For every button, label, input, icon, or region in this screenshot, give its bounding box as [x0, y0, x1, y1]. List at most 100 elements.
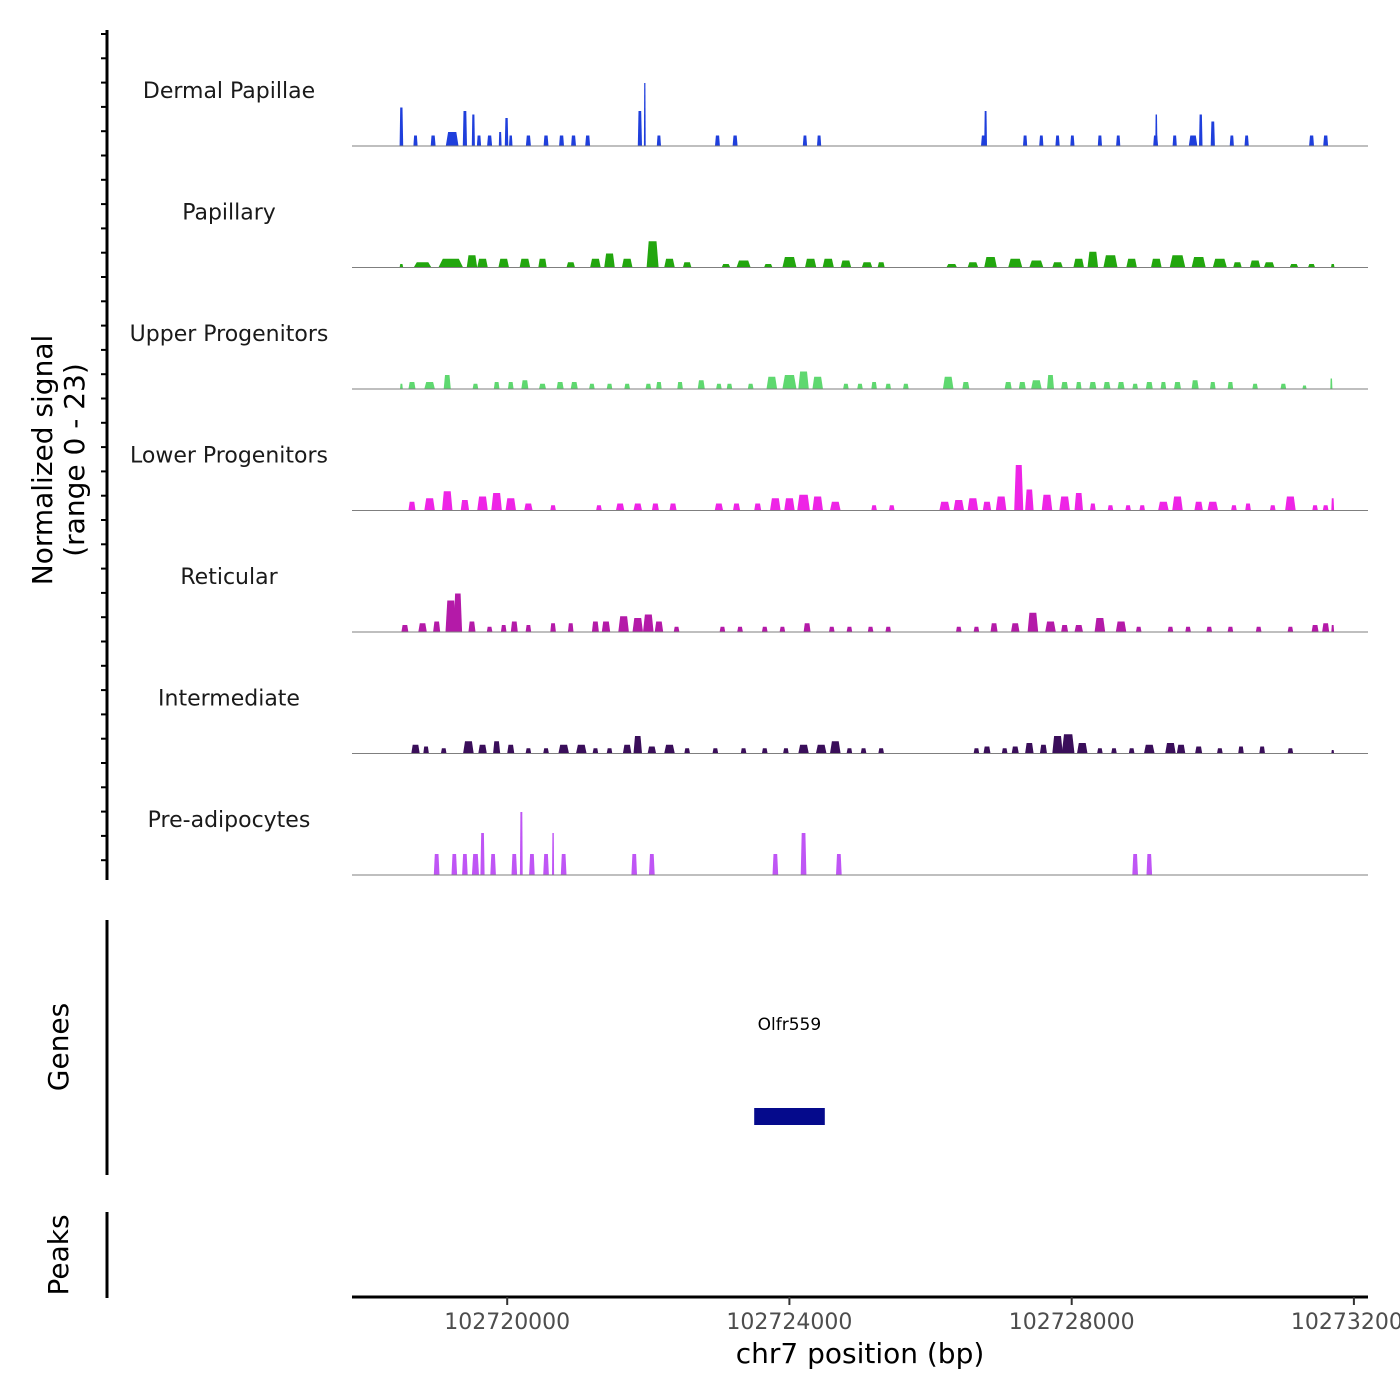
coverage-peak	[798, 371, 809, 389]
coverage-peak	[585, 135, 591, 146]
coverage-peak	[1094, 618, 1106, 632]
coverage-peak	[1155, 114, 1158, 146]
coverage-track-label: Lower Progenitors	[130, 444, 328, 469]
coverage-peak	[1111, 748, 1117, 754]
coverage-peak	[712, 748, 719, 754]
coverage-peak	[1191, 257, 1206, 268]
coverage-peak	[846, 748, 853, 754]
coverage-peak	[559, 135, 564, 146]
coverage-track: Intermediate	[158, 687, 1368, 754]
coverage-peak	[812, 376, 823, 389]
coverage-peak	[721, 264, 731, 268]
coverage-peak	[1025, 489, 1034, 511]
coverage-peak	[615, 503, 625, 511]
coverage-peak	[645, 383, 652, 389]
coverage-peak	[604, 253, 615, 268]
coverage-peak	[498, 132, 502, 146]
coverage-peak	[1158, 501, 1169, 511]
coverage-track-label: Reticular	[180, 565, 278, 590]
coverage-peak	[1115, 621, 1127, 632]
coverage-peak	[984, 111, 987, 146]
coverage-peak	[591, 621, 599, 632]
coverage-peak	[830, 741, 841, 754]
coverage-peak	[1212, 258, 1227, 268]
coverage-track: Lower Progenitors	[130, 444, 1368, 511]
coverage-peak	[413, 135, 418, 146]
coverage-peak	[1117, 382, 1125, 389]
coverage-peak	[1059, 496, 1070, 511]
coverage-peak	[556, 382, 564, 389]
coverage-peak	[967, 498, 979, 511]
coverage-peak	[487, 135, 493, 146]
coverage-peak	[1287, 626, 1294, 632]
coverage-peak	[1126, 258, 1137, 268]
coverage-track: Pre-adipocytes	[148, 808, 1368, 876]
coverage-peak	[1185, 626, 1191, 632]
coverage-peak	[664, 258, 675, 268]
coverage-peak	[500, 625, 507, 632]
coverage-peak	[408, 382, 416, 389]
coverage-ylabel-line2: (range 0 - 23)	[58, 363, 91, 557]
coverage-peak	[462, 854, 468, 875]
coverage-peak	[643, 614, 654, 632]
coverage-peak	[418, 623, 427, 632]
coverage-peak	[983, 746, 991, 754]
coverage-peak	[682, 262, 692, 268]
coverage-peak	[1107, 505, 1114, 511]
x-tick-label: 102732000	[1291, 1310, 1400, 1335]
coverage-peak	[1252, 383, 1258, 389]
coverage-peak	[477, 496, 488, 511]
coverage-peak	[649, 854, 655, 875]
coverage-peak	[1135, 626, 1142, 632]
coverage-peak	[1331, 498, 1335, 511]
coverage-peak	[800, 833, 807, 875]
coverage-track-label: Intermediate	[158, 687, 300, 712]
coverage-peak	[962, 382, 970, 389]
coverage-peak	[633, 736, 642, 754]
coverage-peak	[1128, 748, 1135, 754]
coverage-peak	[1103, 382, 1111, 389]
coverage-peak	[885, 383, 891, 389]
coverage-peak	[1075, 382, 1082, 389]
coverage-peak	[589, 383, 595, 389]
coverage-peak	[1061, 625, 1069, 632]
coverage-peak	[654, 621, 664, 632]
coverage-peak	[1052, 736, 1063, 754]
coverage-peak	[1031, 380, 1042, 389]
coverage-peak	[867, 626, 874, 632]
coverage-peak	[1245, 503, 1251, 511]
coverage-peak	[754, 503, 762, 511]
coverage-peak	[1151, 258, 1162, 268]
coverage-peak	[1238, 746, 1244, 754]
coverage-peak	[1210, 382, 1216, 389]
coverage-peak	[822, 258, 834, 268]
coverage-peak	[878, 748, 884, 754]
coverage-peak	[1195, 746, 1203, 754]
coverage-peak	[1308, 264, 1316, 268]
coverage-peak	[1217, 748, 1223, 754]
coverage-peak	[953, 500, 965, 511]
coverage-peak	[558, 744, 569, 754]
coverage-peak	[521, 380, 529, 389]
coverage-peak	[1074, 493, 1083, 511]
coverage-peak	[726, 383, 733, 389]
coverage-peak	[1008, 258, 1023, 268]
coverage-peak	[1199, 114, 1203, 146]
coverage-peak	[843, 383, 849, 389]
coverage-peak	[1004, 382, 1012, 389]
coverage-peak	[798, 744, 809, 754]
coverage-peak	[453, 593, 463, 632]
coverage-peak	[716, 383, 722, 389]
coverage-peak	[1097, 748, 1103, 754]
coverage-peak	[1322, 623, 1330, 632]
coverage-peak	[651, 503, 659, 511]
coverage-peak	[1331, 264, 1335, 268]
coverage-peak	[445, 132, 459, 146]
coverage-peak	[462, 111, 467, 146]
coverage-peak	[1061, 382, 1069, 389]
coverage-peak	[633, 503, 642, 511]
coverage-peak	[543, 135, 549, 146]
coverage-peak	[761, 748, 768, 754]
coverage-peak	[399, 264, 404, 268]
